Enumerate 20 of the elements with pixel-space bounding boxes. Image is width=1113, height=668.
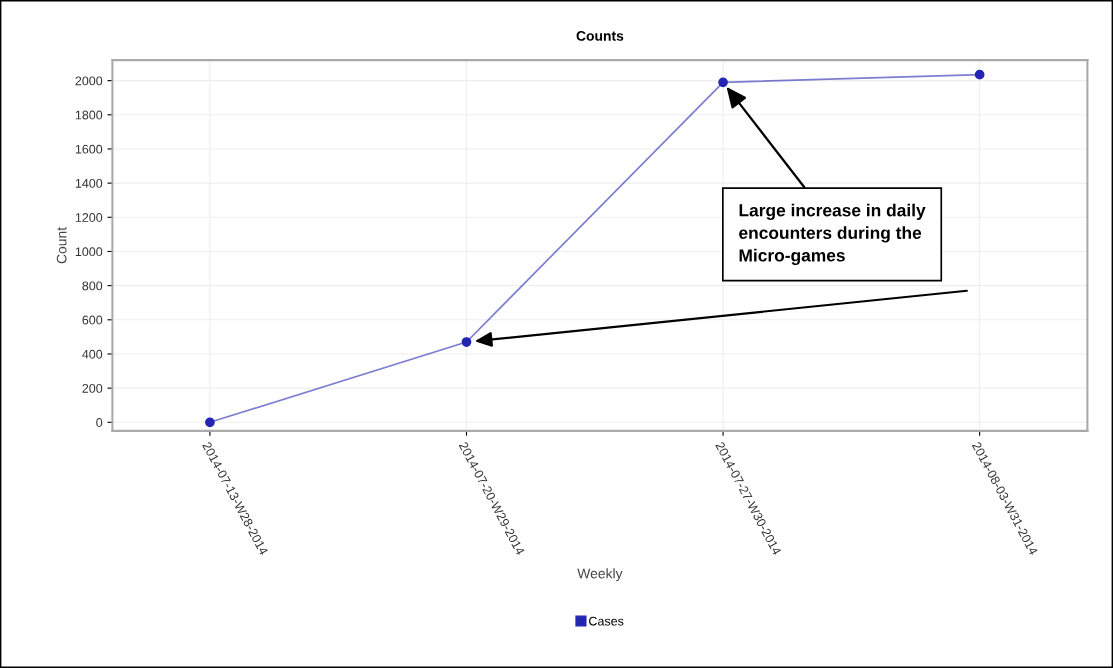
y-tick-label: 1600	[75, 144, 103, 154]
y-tick-label: 0	[96, 418, 103, 427]
x-axis-title: Weekly	[577, 568, 623, 582]
y-tick-label: 600	[82, 315, 103, 325]
y-tick-label: 200	[82, 383, 103, 393]
y-tick-label: 2000	[75, 76, 103, 86]
point	[718, 77, 728, 88]
legend-label: Cases	[589, 616, 624, 626]
y-tick-label: 800	[82, 281, 103, 291]
y-tick-label: 400	[82, 349, 103, 359]
annotation: Large increase in daily encounters during the Micro-games	[739, 203, 926, 266]
y-tick-label: 1000	[75, 247, 103, 257]
chart-title: Counts	[576, 30, 624, 41]
y-tick-label: 1200	[75, 213, 103, 222]
point	[974, 69, 985, 80]
y-tick-label: 1800	[75, 110, 103, 120]
y-axis-title: Count	[56, 227, 67, 264]
point	[205, 417, 215, 428]
y-tick-label: 1400	[75, 178, 103, 188]
point	[461, 337, 472, 347]
